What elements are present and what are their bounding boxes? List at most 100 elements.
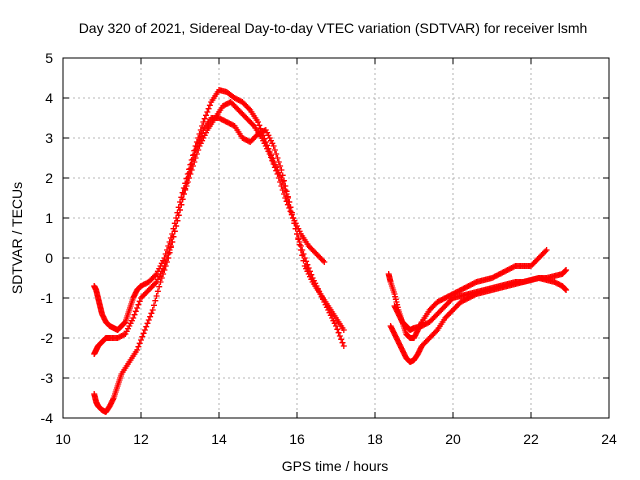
data-point-marker — [322, 301, 329, 308]
data-point-marker — [121, 331, 128, 338]
data-point-marker — [123, 328, 130, 335]
y-tick-label: 3 — [45, 130, 53, 146]
data-point-marker — [256, 122, 263, 129]
data-point-marker — [331, 320, 338, 327]
data-point-marker — [193, 151, 200, 157]
y-tick-label: 1 — [45, 210, 53, 226]
data-point-marker — [148, 310, 155, 317]
data-point-marker — [261, 140, 268, 147]
data-point-marker — [154, 288, 161, 295]
data-point-marker — [392, 333, 399, 340]
data-point-marker — [321, 259, 328, 265]
data-point-marker — [287, 208, 294, 215]
data-point-marker — [165, 255, 172, 261]
data-point-marker — [131, 311, 138, 318]
data-point-marker — [130, 315, 137, 321]
data-point-marker — [249, 121, 256, 128]
data-point-marker — [323, 304, 330, 311]
y-tick-label: 4 — [45, 90, 53, 106]
data-point-marker — [282, 195, 289, 201]
data-point-marker — [415, 349, 422, 356]
data-point-marker — [200, 135, 207, 141]
data-point-marker — [134, 347, 141, 353]
data-point-marker — [273, 151, 280, 157]
data-point-marker — [153, 293, 160, 299]
data-point-marker — [304, 261, 311, 268]
data-point-marker — [320, 257, 326, 264]
data-point-marker — [297, 243, 304, 249]
data-point-marker — [300, 251, 307, 257]
data-point-marker — [179, 196, 186, 203]
data-point-marker — [135, 343, 142, 350]
data-point-marker — [180, 191, 187, 197]
data-point-marker — [169, 239, 176, 245]
data-point-marker — [295, 235, 302, 241]
data-point-marker — [151, 302, 157, 309]
data-point-marker — [196, 143, 203, 149]
data-point-marker — [305, 265, 312, 271]
data-point-marker — [278, 183, 285, 189]
data-point-marker — [268, 154, 274, 161]
data-point-marker — [160, 271, 167, 277]
data-point-marker — [542, 248, 549, 255]
data-point-marker — [286, 205, 293, 211]
data-point-marker — [161, 267, 168, 273]
data-point-marker — [152, 297, 159, 304]
data-point-marker — [186, 175, 193, 181]
data-point-marker — [157, 279, 164, 285]
y-tick-label: 5 — [45, 50, 53, 66]
data-point-marker — [199, 137, 206, 144]
data-point-marker — [149, 307, 156, 313]
x-tick-label: 14 — [211, 431, 227, 447]
data-point-marker — [274, 171, 281, 177]
data-point-marker — [122, 331, 129, 337]
data-point-marker — [309, 275, 316, 281]
data-point-marker — [563, 267, 570, 273]
data-point-marker — [295, 225, 302, 232]
data-point-marker — [162, 263, 169, 269]
data-point-marker — [269, 140, 276, 147]
data-point-marker — [277, 179, 284, 185]
data-point-marker — [290, 215, 297, 221]
data-point-marker — [307, 268, 313, 275]
data-point-marker — [299, 247, 306, 253]
data-point-marker — [265, 132, 272, 139]
data-point-marker — [258, 135, 265, 141]
data-point-marker — [396, 312, 403, 319]
data-point-marker — [138, 337, 144, 343]
data-point-marker — [284, 201, 291, 208]
data-point-marker — [144, 320, 151, 327]
data-point-marker — [325, 307, 332, 313]
data-point-marker — [270, 143, 277, 149]
data-point-marker — [281, 177, 287, 184]
data-point-marker — [173, 223, 180, 229]
data-point-marker — [143, 323, 150, 330]
data-point-marker — [296, 228, 303, 235]
data-point-marker — [134, 305, 141, 311]
data-point-marker — [201, 132, 208, 139]
data-point-marker — [262, 127, 269, 133]
data-point-marker — [204, 109, 211, 115]
data-point-marker — [130, 295, 137, 301]
data-point-marker — [279, 172, 286, 179]
data-point-marker — [195, 147, 202, 153]
data-point-marker — [191, 159, 198, 165]
data-point-marker — [269, 157, 276, 164]
data-point-marker — [183, 183, 190, 189]
data-point-marker — [135, 301, 142, 308]
data-point-marker — [147, 313, 154, 320]
data-point-marker — [136, 340, 143, 347]
data-point-marker — [271, 147, 278, 153]
data-point-marker — [177, 207, 183, 213]
data-point-marker — [171, 228, 178, 235]
y-tick-label: -4 — [41, 410, 54, 426]
data-point-marker — [327, 312, 334, 319]
chart-title: Day 320 of 2021, Sidereal Day-to-day VTE… — [79, 20, 588, 36]
data-point-marker — [291, 217, 298, 224]
data-point-marker — [266, 135, 273, 141]
data-point-marker — [268, 137, 274, 144]
data-point-marker — [326, 309, 333, 316]
data-point-marker — [310, 277, 317, 284]
